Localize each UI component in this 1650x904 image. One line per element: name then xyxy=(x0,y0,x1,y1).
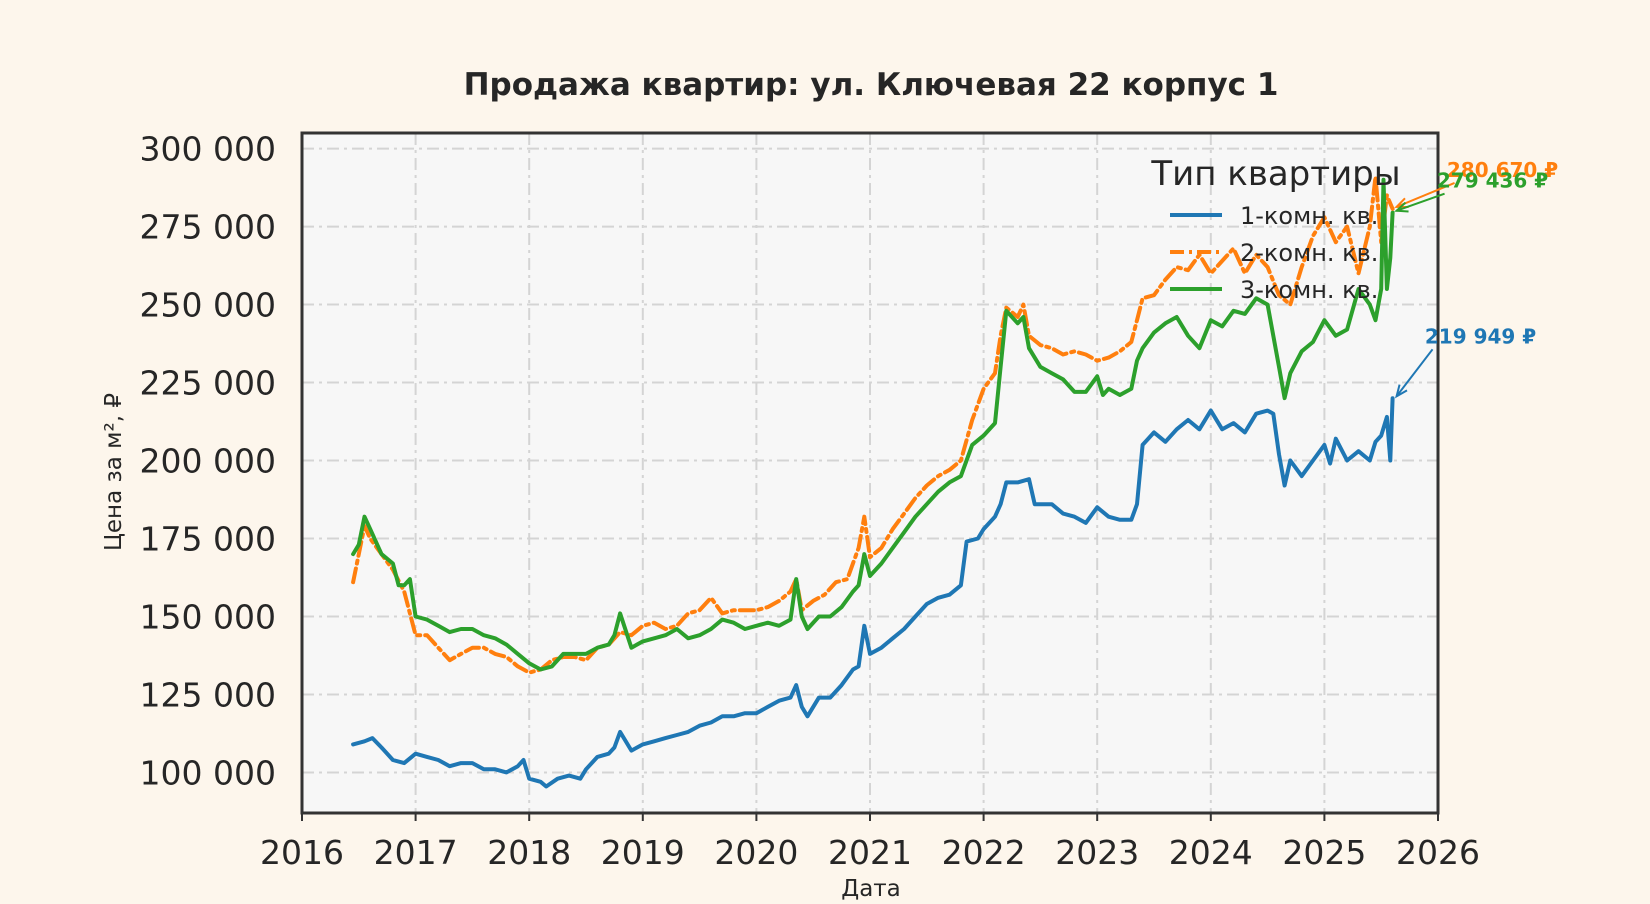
x-axis-ticks: 2016 2017 2018 2019 2020 2021 2022 2023 2024 2025… xyxy=(260,813,1480,872)
chart-title: Продажа квартир: ул. Ключевая 22 корпус … xyxy=(464,67,1279,103)
annotation-arrowhead xyxy=(1394,201,1409,213)
annotation-arrow xyxy=(1396,192,1445,212)
annotation-arrow xyxy=(1395,348,1434,397)
x-tick-label: 2023 xyxy=(1055,833,1139,872)
x-tick-label: 2025 xyxy=(1282,833,1366,872)
x-axis-label: Дата xyxy=(841,876,901,900)
series-line-2 xyxy=(351,174,1395,675)
x-tick-label: 2018 xyxy=(487,833,571,872)
y-tick-label: 275 000 xyxy=(140,208,276,247)
y-tick-label: 175 000 xyxy=(140,520,276,559)
annotation-label-2: 280 670 ₽ xyxy=(1447,158,1558,182)
series-line-1 xyxy=(351,396,1395,789)
legend-label-1: 1-комн. кв. xyxy=(1240,202,1378,230)
annotation-label-1: 219 949 ₽ xyxy=(1425,324,1536,348)
x-tick-label: 2019 xyxy=(601,833,685,872)
series-line-3 xyxy=(351,177,1395,672)
y-tick-label: 225 000 xyxy=(140,364,276,403)
end-annotations: 219 949 ₽ 280 670 ₽279 436 ₽ xyxy=(1394,158,1558,399)
x-tick-label: 2022 xyxy=(942,833,1026,872)
y-axis-label: Цена за м², ₽ xyxy=(101,393,127,551)
y-tick-label: 250 000 xyxy=(140,286,276,325)
series-lines xyxy=(351,174,1395,789)
x-tick-label: 2020 xyxy=(714,833,798,872)
y-tick-label: 200 000 xyxy=(140,442,276,481)
grid xyxy=(302,133,1438,813)
legend-title: Тип квартиры xyxy=(1150,154,1400,194)
x-tick-label: 2017 xyxy=(374,833,458,872)
x-tick-label: 2021 xyxy=(828,833,912,872)
legend-label-3: 3-комн. кв. xyxy=(1240,276,1378,304)
plot-frame xyxy=(300,131,1440,815)
x-tick-label: 2026 xyxy=(1396,833,1480,872)
y-tick-label: 100 000 xyxy=(140,753,276,792)
y-tick-label: 125 000 xyxy=(140,675,276,714)
annotation-label-3: 279 436 ₽ xyxy=(1437,169,1548,193)
legend: Тип квартиры 1-комн. кв. 2-комн. кв. 3-ком… xyxy=(1150,154,1400,304)
y-axis-ticks: 100 000 125 000 150 000 175 000 200 000 225 0… xyxy=(140,130,276,793)
y-tick-label: 150 000 xyxy=(140,597,276,636)
annotation-arrow xyxy=(1396,181,1455,208)
legend-label-2: 2-комн. кв. xyxy=(1240,239,1378,267)
x-tick-label: 2016 xyxy=(260,833,344,872)
annotation-arrowhead xyxy=(1394,384,1408,399)
x-tick-label: 2024 xyxy=(1169,833,1253,872)
y-tick-label: 300 000 xyxy=(140,130,276,169)
plot-area xyxy=(302,133,1438,813)
